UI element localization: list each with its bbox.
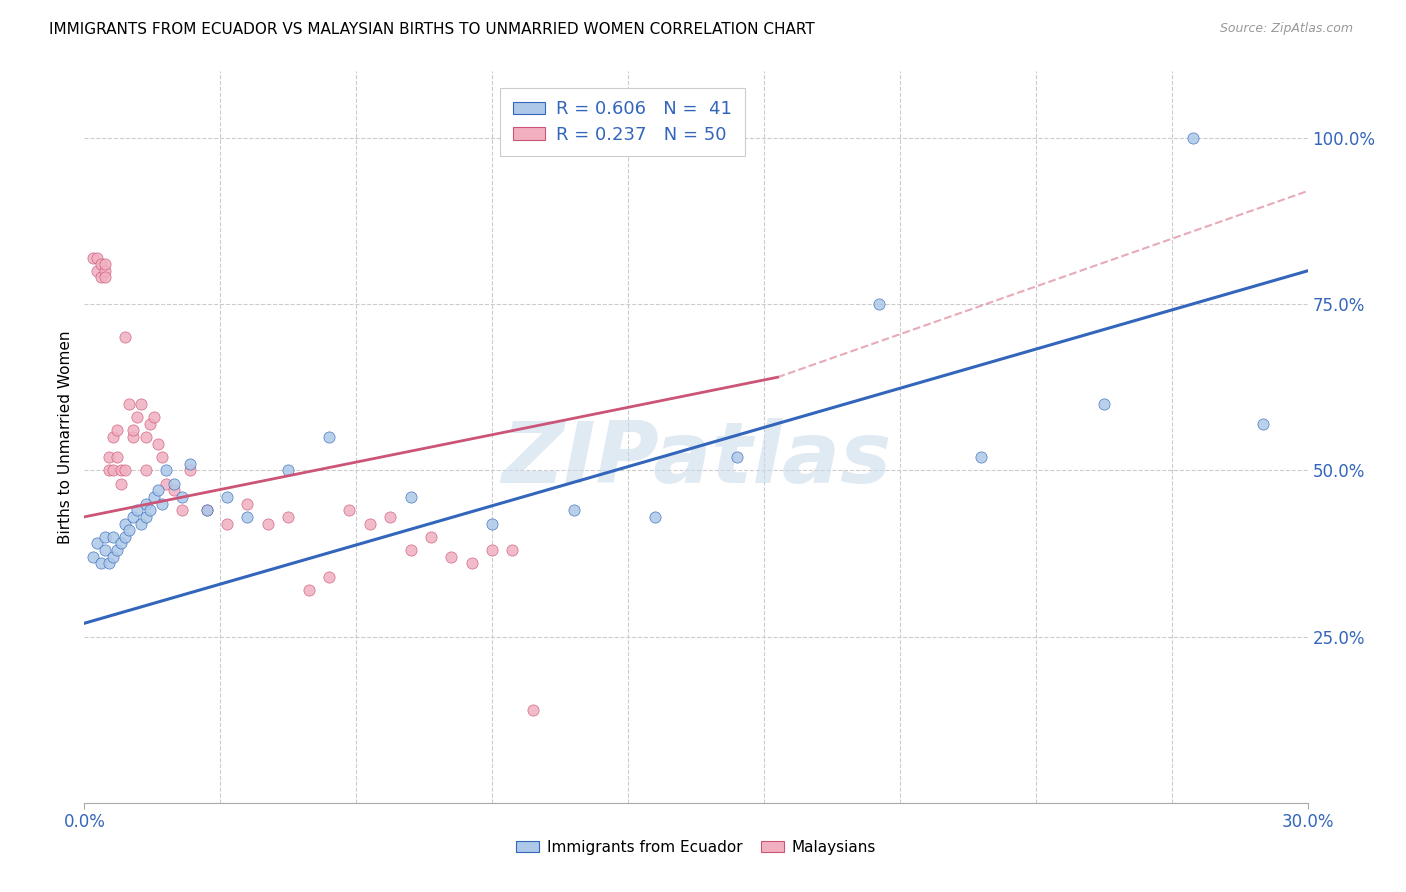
Point: [318, 570, 340, 584]
Point: [127, 503, 149, 517]
Point: [318, 430, 340, 444]
Point: [97, 557, 120, 571]
Point: [277, 509, 299, 524]
Point: [110, 476, 132, 491]
Point: [114, 463, 136, 477]
Point: [179, 457, 201, 471]
Point: [101, 530, 124, 544]
Point: [562, 503, 585, 517]
Point: [90, 270, 112, 285]
Point: [86, 264, 108, 278]
Point: [114, 330, 136, 344]
Point: [97, 450, 120, 464]
Point: [93, 270, 115, 285]
Point: [1092, 397, 1115, 411]
Point: [101, 549, 124, 564]
Point: [970, 450, 993, 464]
Point: [1251, 417, 1274, 431]
Point: [138, 503, 160, 517]
Text: IMMIGRANTS FROM ECUADOR VS MALAYSIAN BIRTHS TO UNMARRIED WOMEN CORRELATION CHART: IMMIGRANTS FROM ECUADOR VS MALAYSIAN BIR…: [49, 22, 815, 37]
Point: [481, 516, 503, 531]
Y-axis label: Births to Unmarried Women: Births to Unmarried Women: [58, 330, 73, 544]
Point: [93, 543, 115, 558]
Point: [461, 557, 484, 571]
Point: [172, 490, 194, 504]
Point: [86, 251, 108, 265]
Point: [135, 430, 157, 444]
Point: [101, 430, 124, 444]
Point: [135, 509, 157, 524]
Point: [163, 483, 186, 498]
Point: [155, 463, 177, 477]
Legend: Immigrants from Ecuador, Malaysians: Immigrants from Ecuador, Malaysians: [510, 834, 882, 861]
Point: [135, 497, 157, 511]
Point: [155, 476, 177, 491]
Point: [118, 397, 141, 411]
Point: [179, 463, 201, 477]
Point: [142, 490, 165, 504]
Point: [105, 450, 128, 464]
Point: [725, 450, 748, 464]
Point: [110, 463, 132, 477]
Point: [135, 463, 157, 477]
Point: [257, 516, 280, 531]
Point: [481, 543, 503, 558]
Point: [298, 582, 321, 597]
Point: [236, 497, 259, 511]
Point: [146, 436, 169, 450]
Point: [440, 549, 463, 564]
Point: [146, 483, 169, 498]
Point: [150, 497, 173, 511]
Point: [217, 516, 239, 531]
Point: [277, 463, 299, 477]
Point: [131, 397, 153, 411]
Point: [110, 536, 132, 550]
Point: [399, 543, 422, 558]
Point: [127, 410, 149, 425]
Point: [172, 503, 194, 517]
Point: [142, 410, 165, 425]
Point: [380, 509, 402, 524]
Point: [90, 257, 112, 271]
Point: [217, 490, 239, 504]
Point: [86, 536, 108, 550]
Point: [1182, 131, 1205, 145]
Point: [105, 543, 128, 558]
Point: [82, 549, 104, 564]
Point: [644, 509, 666, 524]
Point: [114, 516, 136, 531]
Point: [138, 417, 160, 431]
Point: [93, 257, 115, 271]
Text: Source: ZipAtlas.com: Source: ZipAtlas.com: [1219, 22, 1353, 36]
Point: [93, 530, 115, 544]
Point: [122, 424, 145, 438]
Point: [93, 264, 115, 278]
Point: [420, 530, 443, 544]
Point: [97, 463, 120, 477]
Point: [522, 703, 544, 717]
Point: [122, 509, 145, 524]
Point: [101, 463, 124, 477]
Point: [118, 523, 141, 537]
Point: [114, 530, 136, 544]
Point: [90, 557, 112, 571]
Point: [195, 503, 218, 517]
Point: [131, 516, 153, 531]
Text: ZIPatlas: ZIPatlas: [501, 417, 891, 500]
Point: [399, 490, 422, 504]
Point: [150, 450, 173, 464]
Point: [502, 543, 524, 558]
Point: [163, 476, 186, 491]
Point: [195, 503, 218, 517]
Point: [105, 424, 128, 438]
Point: [82, 251, 104, 265]
Point: [359, 516, 381, 531]
Point: [122, 430, 145, 444]
Point: [236, 509, 259, 524]
Point: [869, 297, 891, 311]
Point: [339, 503, 361, 517]
